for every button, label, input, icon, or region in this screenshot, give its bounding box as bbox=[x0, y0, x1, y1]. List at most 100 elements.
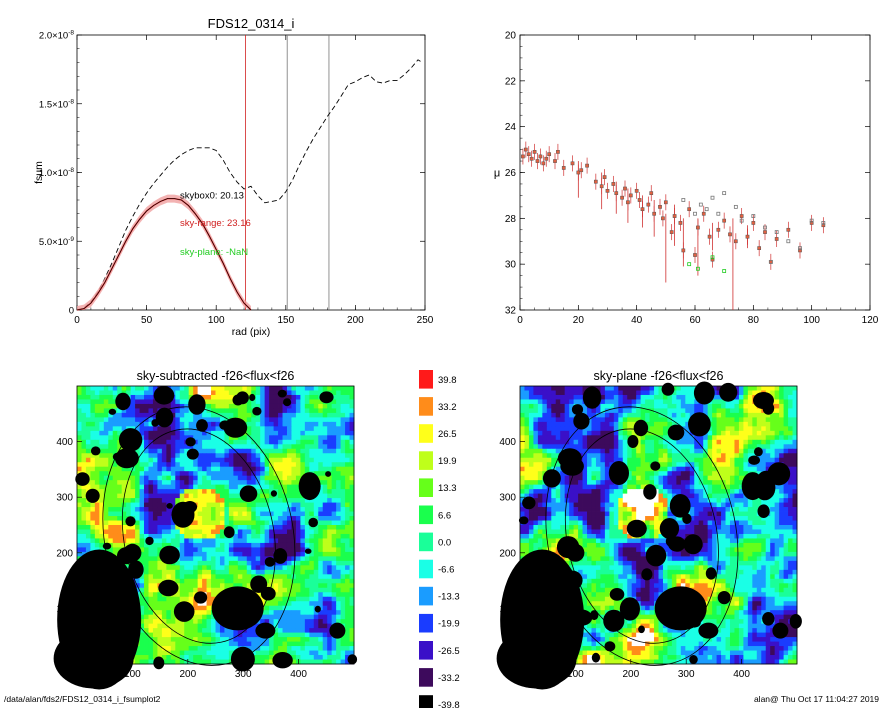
x-tick-label: 20 bbox=[573, 315, 585, 326]
x-tick-label: 100 bbox=[803, 315, 820, 326]
colorbar-label: -33.2 bbox=[438, 673, 460, 684]
y-tick-label: 26 bbox=[505, 168, 517, 179]
colorbar-swatch bbox=[419, 668, 433, 687]
masked-source bbox=[123, 543, 142, 562]
colorbar-label: 33.2 bbox=[438, 402, 457, 413]
x-tick-label: 400 bbox=[290, 669, 307, 680]
data-point bbox=[707, 234, 712, 239]
masked-source bbox=[53, 628, 134, 689]
series-line-core bbox=[76, 198, 252, 311]
data-point bbox=[672, 214, 677, 218]
data-point bbox=[722, 218, 727, 223]
y-tick-label: 200 bbox=[499, 548, 516, 559]
y-tick-label: 1.5×10-8 bbox=[39, 98, 74, 110]
x-tick-label: 300 bbox=[235, 669, 252, 680]
x-tick-label: 0 bbox=[517, 669, 523, 680]
masked-source bbox=[496, 628, 577, 689]
data-point-open bbox=[716, 211, 721, 216]
colorbar-label: -19.9 bbox=[438, 619, 460, 630]
data-point-green bbox=[710, 255, 715, 260]
data-point-open bbox=[739, 218, 744, 223]
x-tick-label: 200 bbox=[179, 669, 196, 680]
data-point bbox=[798, 248, 802, 253]
data-point-open bbox=[722, 191, 727, 196]
data-point-green bbox=[687, 262, 692, 267]
data-point-open bbox=[751, 214, 756, 218]
data-point bbox=[579, 168, 584, 173]
data-point bbox=[561, 166, 566, 170]
data-point bbox=[658, 205, 662, 209]
x-tick-label: 100 bbox=[208, 315, 225, 326]
x-tick-label: 300 bbox=[678, 669, 695, 680]
colorbar-label: -26.5 bbox=[438, 646, 460, 657]
data-point-open bbox=[786, 239, 791, 244]
colorbar-label: 26.5 bbox=[438, 429, 457, 440]
colorbar-swatch bbox=[419, 478, 433, 497]
data-point bbox=[710, 257, 715, 262]
y-tick-label: 400 bbox=[56, 437, 73, 448]
data-point bbox=[614, 191, 619, 195]
x-tick-label: 100 bbox=[567, 669, 584, 680]
y-tick-label: 300 bbox=[56, 493, 73, 504]
chart-annotation: skybox0: 20.13 bbox=[180, 191, 244, 202]
data-point bbox=[696, 225, 700, 230]
x-tick-label: 400 bbox=[733, 669, 750, 680]
data-point bbox=[757, 246, 762, 250]
data-point bbox=[541, 161, 546, 166]
data-point bbox=[716, 227, 721, 232]
masked-source bbox=[566, 543, 585, 562]
footer-timestamp: alan@ Thu Oct 17 11:04:27 2019 bbox=[754, 694, 879, 704]
y-tick-label: 30 bbox=[505, 260, 517, 271]
colorbar-label: -39.8 bbox=[438, 700, 460, 708]
data-point-open bbox=[809, 218, 814, 223]
data-point bbox=[669, 230, 674, 234]
data-point bbox=[681, 248, 686, 253]
plot-frame bbox=[76, 34, 426, 311]
masked-source bbox=[741, 472, 764, 501]
y-tick-label: 22 bbox=[505, 76, 517, 87]
data-point bbox=[745, 234, 750, 239]
y-tick-label: 400 bbox=[499, 437, 516, 448]
colorbar-swatch bbox=[419, 613, 433, 633]
colorbar-swatch bbox=[419, 586, 433, 606]
x-tick-label: 150 bbox=[277, 315, 294, 326]
map-title: sky-subtracted -f26<flux<f26 bbox=[137, 369, 295, 383]
masked-source bbox=[772, 622, 789, 639]
data-point bbox=[649, 191, 654, 195]
chart-annotation: sky-range: 23.16 bbox=[180, 218, 251, 229]
data-point bbox=[593, 179, 598, 184]
mu-profile-plot: 0 20 40 60 80 100 120 20 22 24 26 28 30 32 μ bbox=[494, 31, 879, 327]
masked-source bbox=[654, 586, 707, 631]
masked-source bbox=[255, 622, 276, 639]
x-tick-label: 100 bbox=[124, 669, 141, 680]
masked-source bbox=[114, 448, 139, 469]
colorbar-label: 6.6 bbox=[438, 510, 451, 521]
x-tick-label: 0 bbox=[74, 669, 80, 680]
data-point bbox=[576, 170, 581, 175]
data-point bbox=[535, 159, 540, 163]
masked-source bbox=[298, 472, 321, 501]
masked-source bbox=[329, 622, 346, 639]
x-tick-label: 80 bbox=[748, 315, 760, 326]
chart-annotation: sky-plane: -NaN bbox=[180, 247, 248, 258]
y-tick-label: 100 bbox=[56, 604, 73, 615]
data-point bbox=[628, 193, 633, 198]
y-tick-label: 2.0×10-8 bbox=[39, 30, 74, 42]
x-axis-label: rad (pix) bbox=[232, 326, 271, 338]
x-tick-label: 250 bbox=[417, 315, 434, 326]
data-point bbox=[646, 202, 651, 207]
colorbar-swatch bbox=[419, 532, 433, 552]
data-point bbox=[763, 230, 767, 234]
plot-frame bbox=[519, 34, 871, 311]
data-point bbox=[693, 253, 697, 257]
y-tick-label: 5.0×10-9 bbox=[39, 236, 74, 248]
x-tick-label: 120 bbox=[862, 315, 879, 326]
data-point bbox=[809, 221, 814, 225]
data-point bbox=[640, 207, 645, 212]
data-point bbox=[544, 156, 549, 161]
data-point-open bbox=[821, 221, 826, 225]
data-point-open bbox=[698, 202, 703, 207]
map-title: sky-plane -f26<flux<f26 bbox=[594, 369, 724, 383]
y-tick-label: 28 bbox=[505, 214, 517, 225]
data-point bbox=[626, 200, 630, 205]
